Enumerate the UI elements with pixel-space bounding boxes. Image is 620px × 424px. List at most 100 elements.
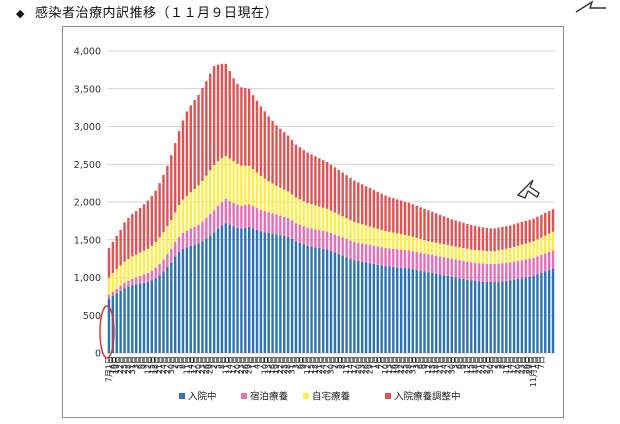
bar-segment (162, 271, 165, 353)
x-tick-label: 17日 (350, 356, 359, 374)
bar-segment (244, 88, 247, 166)
bar-segment (251, 169, 255, 207)
x-tick-label: 11日 (502, 356, 511, 374)
bar-segment (279, 187, 282, 216)
x-tick-label: 23日 (517, 356, 526, 374)
x-tick-label: 7日 (256, 356, 265, 369)
x-tick-label: 14日 (506, 356, 515, 374)
bar-segment (142, 204, 146, 251)
y-tick-label: 3,000 (74, 122, 101, 133)
bar-segment (407, 250, 411, 269)
y-tick-label: 1,000 (74, 273, 101, 284)
bar-segment (185, 111, 189, 196)
bar-segment (547, 233, 551, 252)
bar-segment (197, 185, 200, 225)
bar-segment (392, 198, 395, 233)
bar-segment (544, 271, 547, 353)
x-tick-label: 20日 (354, 356, 363, 374)
bar-segment (302, 244, 305, 353)
x-tick-label: 19日 (272, 356, 281, 374)
x-tick-label: 15日 (428, 356, 437, 374)
bar-segment (396, 267, 399, 353)
bar-segment (497, 281, 500, 353)
x-tick-label: 12日 (463, 356, 472, 374)
x-tick-label: 15日 (467, 356, 476, 374)
bar-segment (283, 235, 286, 353)
bar-segment (286, 191, 290, 218)
bar-segment (540, 254, 543, 273)
bar-segment (477, 281, 481, 353)
bar-segment (466, 248, 469, 262)
bar-segment (142, 274, 146, 283)
bar-segment (415, 269, 418, 353)
bar-segment (368, 188, 372, 227)
legend-label: 入院中 (188, 391, 217, 403)
bar-segment (403, 234, 407, 250)
bar-segment (158, 275, 161, 353)
bar-segment (150, 245, 154, 271)
bar-segment (431, 254, 434, 273)
y-tick-label: 2,500 (74, 160, 101, 171)
bar-segment (551, 268, 555, 353)
bar-segment (454, 246, 457, 260)
bar-segment (466, 261, 469, 280)
bar-segment (403, 249, 407, 269)
x-tick-label: 29日 (245, 356, 254, 374)
bar-segment (224, 223, 228, 353)
bar-segment (434, 255, 438, 274)
legend-swatch (385, 393, 391, 399)
bar-segment (228, 71, 231, 159)
x-tick-label: 2日 (490, 356, 499, 369)
bar-segment (267, 181, 270, 213)
x-tick-label: 30日 (486, 356, 495, 374)
bar-segment (372, 227, 376, 246)
bar-segment (212, 165, 216, 211)
x-tick-label: 17日 (229, 356, 238, 374)
x-tick-label: 24日 (478, 356, 487, 374)
x-tick-label: 7日 (377, 356, 386, 369)
bar-segment (170, 248, 173, 263)
bar-segment (349, 258, 352, 354)
bar-segment (310, 204, 313, 229)
bar-segment (220, 158, 224, 202)
bar-segment (434, 242, 438, 256)
bar-segment (294, 241, 298, 353)
bar-segment (423, 271, 426, 353)
bar-segment (454, 259, 457, 278)
bar-segment (353, 180, 356, 223)
bar-segment (481, 250, 485, 264)
bar-segment (333, 167, 337, 213)
bar-segment (477, 226, 481, 251)
bar-segment (364, 186, 368, 226)
bar-segment (212, 210, 216, 233)
bar-segment (255, 100, 259, 173)
bar-segment (532, 275, 535, 353)
bar-segment (107, 277, 111, 295)
x-tick-label: 11日 (221, 356, 230, 374)
x-tick-label: 13日 (385, 356, 394, 374)
bar-segment (360, 224, 364, 244)
x-tick-label: 19日 (112, 356, 121, 374)
bar-segment (337, 214, 340, 236)
bar-segment (275, 125, 278, 186)
bar-segment (123, 261, 126, 283)
bar-segment (392, 232, 395, 249)
bar-segment (251, 228, 255, 353)
bar-segment (466, 279, 469, 353)
bar-segment (271, 233, 274, 353)
x-tick-label: 17日 (510, 356, 519, 374)
bar-segment (524, 277, 527, 353)
bar-segment (423, 208, 426, 241)
x-tick-label: 6日 (136, 356, 145, 369)
bar-segment (322, 230, 325, 249)
bar-segment (485, 263, 489, 283)
bar-segment (489, 228, 492, 252)
bar-segment (107, 294, 111, 299)
bar-segment (177, 251, 181, 353)
bar-segment (142, 250, 146, 275)
bar-segment (532, 241, 535, 258)
x-tick-label: 11月1日 (529, 356, 538, 387)
bar-segment (329, 232, 333, 252)
bar-segment (162, 259, 165, 272)
bar-segment (438, 256, 442, 275)
